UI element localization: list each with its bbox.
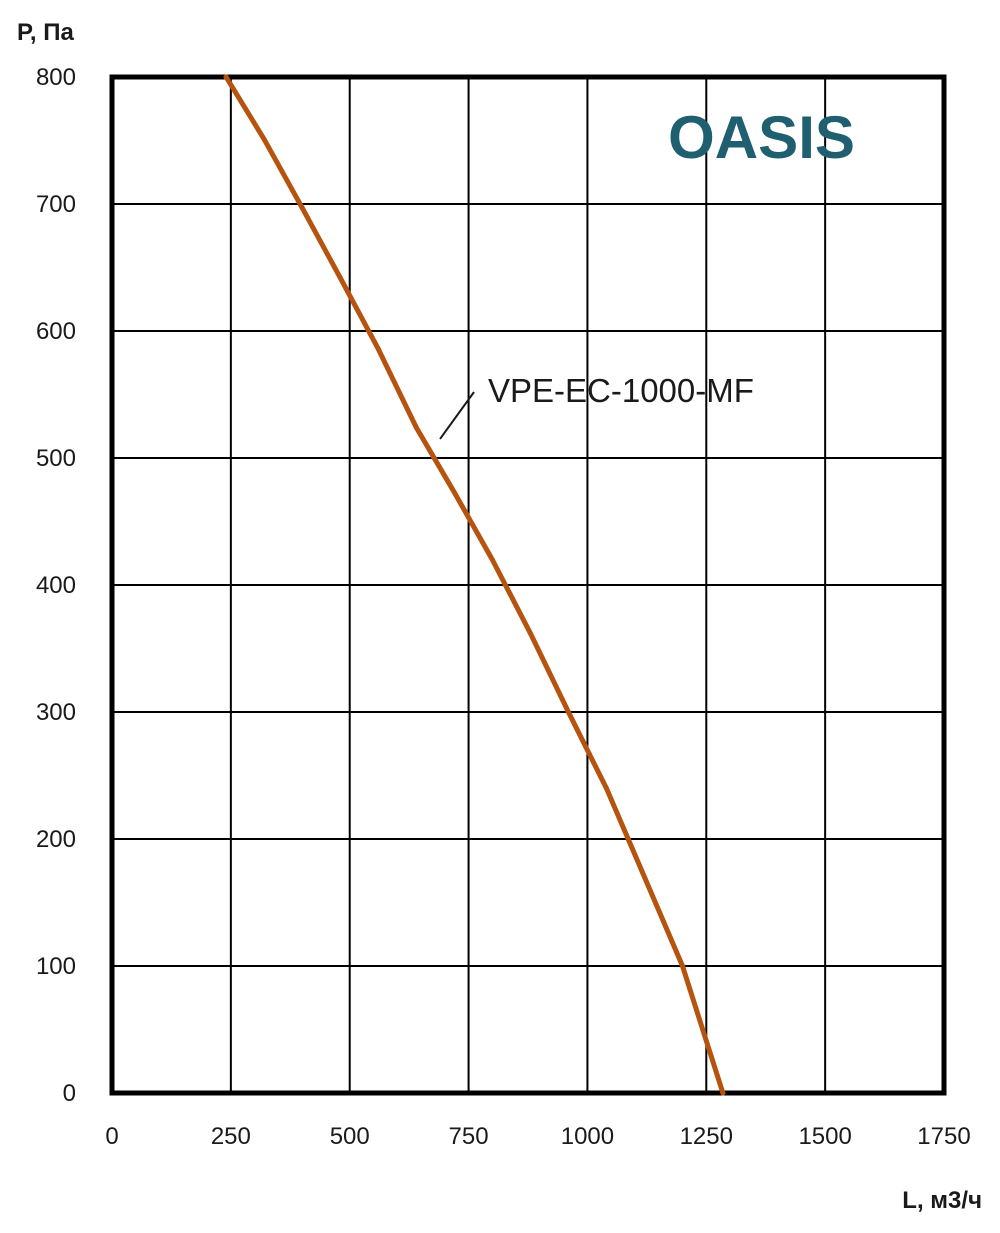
x-tick-label: 1250 bbox=[680, 1123, 733, 1150]
y-tick-labels: 0 100 200 300 400 500 600 700 800 bbox=[36, 64, 76, 1107]
x-tick-label: 250 bbox=[211, 1123, 251, 1150]
data-point bbox=[337, 275, 343, 281]
data-point bbox=[641, 874, 647, 880]
data-point bbox=[527, 630, 533, 636]
data-point bbox=[680, 963, 686, 969]
x-tick-labels: 0 250 500 750 1000 1250 1500 1750 bbox=[105, 1123, 970, 1150]
data-point bbox=[375, 346, 381, 352]
x-tick-label: 0 bbox=[105, 1123, 118, 1150]
data-point bbox=[489, 557, 495, 563]
y-tick-label: 200 bbox=[36, 826, 76, 853]
y-tick-label: 700 bbox=[36, 191, 76, 218]
x-tick-label: 500 bbox=[330, 1123, 370, 1150]
x-tick-label: 1500 bbox=[798, 1123, 851, 1150]
data-point bbox=[413, 425, 419, 431]
y-tick-label: 600 bbox=[36, 318, 76, 345]
x-tick-label: 1000 bbox=[561, 1123, 614, 1150]
brand-logo: OASIS bbox=[668, 104, 855, 171]
y-axis-title: P, Па bbox=[17, 19, 75, 46]
x-tick-label: 750 bbox=[449, 1123, 489, 1150]
grid-lines bbox=[111, 76, 945, 1094]
y-tick-label: 0 bbox=[63, 1080, 76, 1107]
series-line bbox=[223, 74, 726, 1096]
x-axis-title: L, м3/ч bbox=[902, 1187, 982, 1214]
x-tick-label: 1750 bbox=[917, 1123, 970, 1150]
data-point bbox=[223, 74, 229, 80]
series-label-leader bbox=[439, 391, 475, 440]
data-point bbox=[299, 205, 305, 211]
data-point bbox=[261, 136, 267, 142]
data-points bbox=[223, 74, 726, 1096]
plot-frame bbox=[109, 74, 947, 1096]
data-point bbox=[451, 489, 457, 495]
y-tick-label: 400 bbox=[36, 572, 76, 599]
data-point bbox=[603, 785, 609, 791]
data-point bbox=[565, 709, 571, 715]
y-tick-label: 800 bbox=[36, 64, 76, 91]
series-label: VPE-EC-1000-MF bbox=[488, 372, 754, 409]
y-tick-label: 500 bbox=[36, 445, 76, 472]
data-point bbox=[720, 1090, 726, 1096]
y-tick-label: 300 bbox=[36, 699, 76, 726]
y-tick-label: 100 bbox=[36, 953, 76, 980]
